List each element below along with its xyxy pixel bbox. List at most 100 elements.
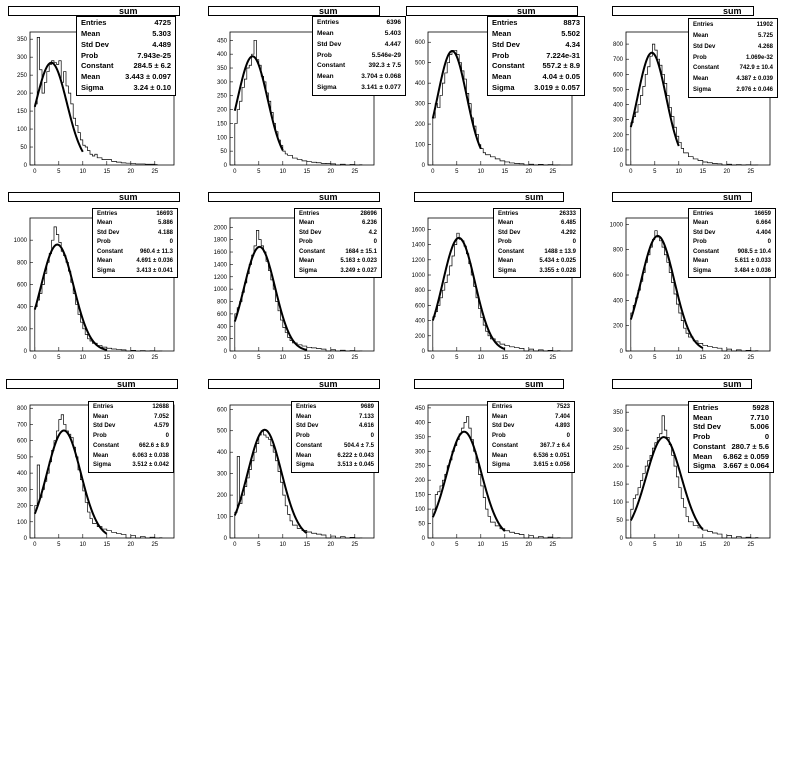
y-tick-label: 400 xyxy=(17,471,28,477)
stats-value: 0 xyxy=(764,432,769,442)
y-tick-label: 800 xyxy=(613,42,624,48)
x-tick-label: 20 xyxy=(327,355,334,361)
stats-row: Mean 3.704 ± 0.068 xyxy=(317,72,401,83)
stats-label: Entries xyxy=(299,211,320,217)
y-tick-label: 100 xyxy=(217,135,228,141)
histogram-title: sum xyxy=(525,379,544,389)
x-tick-label: 25 xyxy=(351,169,358,175)
stats-row: Mean 4.04 ± 0.05 xyxy=(492,72,580,83)
stats-row: Sigma 3.615 ± 0.056 xyxy=(492,461,570,471)
y-tick-label: 100 xyxy=(613,148,624,154)
x-tick-label: 20 xyxy=(723,169,730,175)
stats-row: Entries 26333 xyxy=(498,210,576,219)
stats-value: 4725 xyxy=(154,18,171,27)
y-tick-label: 350 xyxy=(17,37,28,43)
stats-value: 367.7 ± 6.4 xyxy=(540,442,570,449)
histogram-panel: 0 200 400 600 800 1000 0 5 10 15 20 25 xyxy=(610,217,771,361)
y-tick-label: 800 xyxy=(17,406,28,412)
x-tick-label: 15 xyxy=(303,169,310,175)
stats-row: Entries 16659 xyxy=(693,210,771,219)
histogram-title-box: sum xyxy=(208,6,380,16)
y-tick-label: 0 xyxy=(620,536,624,542)
stats-label: Std Dev xyxy=(492,39,520,49)
stats-value: 7523 xyxy=(556,404,570,410)
stats-value: 4.34 xyxy=(565,39,580,49)
histogram-title-box: sum xyxy=(406,6,578,16)
stats-label: Constant xyxy=(317,62,346,70)
y-tick-label: 0 xyxy=(24,349,28,355)
stats-row: Mean 6.063 ± 0.038 xyxy=(93,452,169,462)
histogram-title: sum xyxy=(119,192,138,202)
x-tick-label: 20 xyxy=(127,355,134,361)
stats-label: Prob xyxy=(693,239,707,246)
x-tick-label: 15 xyxy=(103,355,110,361)
stats-value: 3.667 ± 0.064 xyxy=(723,461,769,471)
y-tick-label: 200 xyxy=(217,337,228,343)
stats-box: Entries 6396 Mean 5.403 Std Dev 4.447 Prob 5.54… xyxy=(312,16,406,96)
x-tick-label: 20 xyxy=(723,355,730,361)
stats-value: 11902 xyxy=(756,22,773,28)
stats-label: Prob xyxy=(296,433,310,440)
stats-row: Prob 5.546e-29 xyxy=(317,51,401,62)
stats-value: 4.188 xyxy=(157,229,173,236)
stats-label: Entries xyxy=(498,211,519,217)
stats-row: Prob 0 xyxy=(299,238,377,247)
histogram-title-box: sum xyxy=(612,6,754,16)
stats-label: Mean xyxy=(693,76,709,83)
x-tick-label: 20 xyxy=(525,169,532,175)
stats-row: Prob 0 xyxy=(97,238,173,247)
x-tick-label: 10 xyxy=(279,169,286,175)
gaussian-fit-curve xyxy=(629,234,704,349)
y-tick-label: 300 xyxy=(415,449,426,455)
stats-label: Entries xyxy=(492,404,513,410)
gaussian-fit-curve xyxy=(33,243,108,351)
x-tick-label: 0 xyxy=(629,542,633,548)
histogram-title: sum xyxy=(525,192,544,202)
y-tick-label: 300 xyxy=(17,55,28,61)
histogram-title-box: sum xyxy=(8,6,180,16)
histogram-title: sum xyxy=(319,6,338,16)
y-tick-label: 400 xyxy=(217,52,228,58)
stats-row: Mean 6.485 xyxy=(498,219,576,228)
stats-row: Constant 960.4 ± 11.3 xyxy=(97,248,173,257)
stats-value: 6396 xyxy=(386,19,401,26)
y-tick-label: 50 xyxy=(418,522,425,528)
stats-row: Sigma 3.667 ± 0.064 xyxy=(693,461,769,471)
stats-label: Std Dev xyxy=(97,229,120,236)
y-tick-label: 400 xyxy=(613,298,624,304)
stats-label: Constant xyxy=(492,442,518,449)
stats-value: 1684 ± 15.1 xyxy=(345,248,377,255)
x-tick-label: 20 xyxy=(723,542,730,548)
stats-row: Mean 6.862 ± 0.059 xyxy=(693,452,769,462)
stats-label: Std Dev xyxy=(317,40,342,48)
stats-label: Sigma xyxy=(93,462,112,469)
x-tick-label: 5 xyxy=(455,169,459,175)
x-tick-label: 5 xyxy=(653,169,657,175)
stats-value: 284.5 ± 6.2 xyxy=(133,61,171,71)
stats-row: Constant 504.4 ± 7.5 xyxy=(296,442,374,452)
x-tick-label: 10 xyxy=(79,355,86,361)
stats-label: Sigma xyxy=(296,462,315,469)
stats-row: Std Dev 4.404 xyxy=(693,229,771,238)
histogram-bars xyxy=(630,415,759,539)
stats-label: Std Dev xyxy=(693,422,721,432)
x-tick-label: 15 xyxy=(699,169,706,175)
stats-label: Std Dev xyxy=(81,39,109,49)
y-tick-label: 250 xyxy=(415,464,426,470)
y-tick-label: 700 xyxy=(613,57,624,63)
y-tick-label: 150 xyxy=(217,121,228,127)
y-tick-label: 600 xyxy=(217,312,228,318)
stats-value: 4.292 xyxy=(560,229,576,236)
stats-value: 28696 xyxy=(360,211,377,217)
stats-value: 1488 ± 13.9 xyxy=(544,248,576,255)
x-tick-label: 20 xyxy=(127,542,134,548)
stats-label: Mean xyxy=(498,258,514,265)
y-tick-label: 400 xyxy=(217,324,228,330)
stats-value: 0 xyxy=(165,433,169,440)
stats-value: 3.249 ± 0.027 xyxy=(340,267,377,274)
stats-label: Mean xyxy=(492,28,512,38)
stats-row: Mean 5.611 ± 0.033 xyxy=(693,257,771,266)
stats-row: Std Dev 4.34 xyxy=(492,40,580,51)
stats-label: Sigma xyxy=(492,83,515,93)
gaussian-fit-curve xyxy=(233,55,284,151)
